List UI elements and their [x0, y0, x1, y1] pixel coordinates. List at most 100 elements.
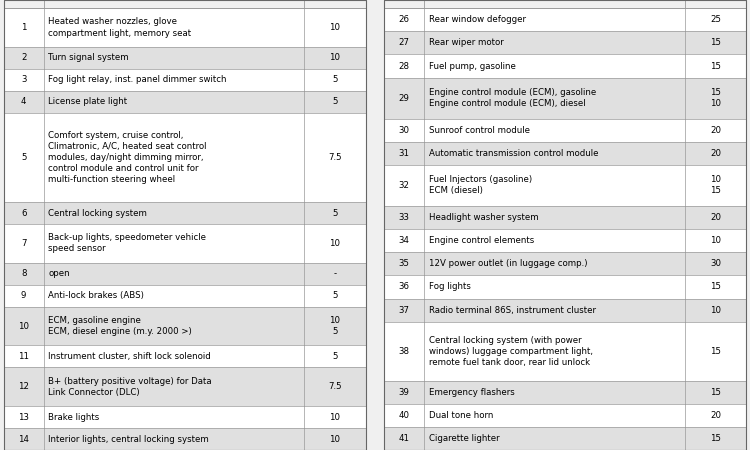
Text: -: -: [333, 269, 337, 278]
Bar: [4, 69, 366, 91]
Bar: [4, 263, 366, 285]
Text: 3: 3: [21, 75, 26, 84]
Bar: [384, 54, 746, 77]
Text: Fog light relay, inst. panel dimmer switch: Fog light relay, inst. panel dimmer swit…: [48, 75, 226, 84]
Text: 5: 5: [332, 97, 338, 106]
Bar: [4, 306, 366, 346]
Text: 37: 37: [399, 306, 410, 315]
Text: 20: 20: [710, 149, 721, 158]
Text: 29: 29: [399, 94, 410, 103]
Text: 31: 31: [399, 149, 410, 158]
Text: Radio terminal 86S, instrument cluster: Radio terminal 86S, instrument cluster: [429, 306, 596, 315]
Bar: [4, 367, 366, 406]
Bar: [384, 404, 746, 427]
Bar: [4, 8, 366, 47]
Text: Dual tone horn: Dual tone horn: [429, 411, 493, 420]
Text: Heated washer nozzles, glove
compartment light, memory seat: Heated washer nozzles, glove compartment…: [48, 18, 191, 37]
Bar: [4, 91, 366, 112]
Text: open: open: [48, 269, 70, 278]
Text: 5: 5: [332, 208, 338, 217]
Text: 15: 15: [710, 346, 721, 356]
Bar: [384, 0, 746, 450]
Text: 10: 10: [329, 54, 340, 63]
Text: 5: 5: [332, 291, 338, 300]
Text: 7.5: 7.5: [328, 382, 342, 391]
Bar: [4, 406, 366, 428]
Text: Fog lights: Fog lights: [429, 283, 470, 292]
Bar: [384, 381, 746, 404]
Text: Comfort system, cruise control,
Climatronic, A/C, heated seat control
modules, d: Comfort system, cruise control, Climatro…: [48, 130, 206, 184]
Bar: [384, 298, 746, 322]
Text: Central locking system: Central locking system: [48, 208, 147, 217]
Text: 7.5: 7.5: [328, 153, 342, 162]
Text: 10: 10: [329, 413, 340, 422]
Text: 26: 26: [399, 15, 410, 24]
Text: Brake lights: Brake lights: [48, 413, 99, 422]
Text: 14: 14: [18, 435, 29, 444]
Text: 36: 36: [399, 283, 410, 292]
Bar: [384, 427, 746, 450]
Text: 39: 39: [399, 387, 410, 396]
Text: 15: 15: [710, 62, 721, 71]
Text: Instrument cluster, shift lock solenoid: Instrument cluster, shift lock solenoid: [48, 352, 211, 361]
Text: 10: 10: [710, 236, 721, 245]
Bar: [4, 47, 366, 69]
Text: 15: 15: [710, 38, 721, 47]
Bar: [384, 206, 746, 229]
Text: 28: 28: [399, 62, 410, 71]
Text: 15: 15: [710, 387, 721, 396]
Text: 10: 10: [710, 306, 721, 315]
Bar: [384, 8, 746, 31]
Bar: [4, 0, 366, 450]
Bar: [384, 77, 746, 118]
Bar: [384, 252, 746, 275]
Text: 12: 12: [18, 382, 29, 391]
Bar: [384, 118, 746, 142]
Text: 13: 13: [18, 413, 29, 422]
Text: License plate light: License plate light: [48, 97, 128, 106]
Text: Interior lights, central locking system: Interior lights, central locking system: [48, 435, 209, 444]
Text: 12V power outlet (in luggage comp.): 12V power outlet (in luggage comp.): [429, 259, 587, 268]
Text: 20: 20: [710, 126, 721, 135]
Text: 40: 40: [399, 411, 410, 420]
Bar: [384, 165, 746, 206]
Text: Back-up lights, speedometer vehicle
speed sensor: Back-up lights, speedometer vehicle spee…: [48, 234, 206, 253]
Text: 30: 30: [399, 126, 410, 135]
Bar: [384, 322, 746, 381]
Text: 2: 2: [21, 54, 26, 63]
Bar: [4, 285, 366, 306]
Bar: [384, 275, 746, 298]
Text: 5: 5: [21, 153, 26, 162]
Text: 1: 1: [21, 23, 26, 32]
Bar: [384, 31, 746, 54]
Text: Engine control elements: Engine control elements: [429, 236, 534, 245]
Text: Engine control module (ECM), gasoline
Engine control module (ECM), diesel: Engine control module (ECM), gasoline En…: [429, 88, 596, 108]
Text: 10: 10: [18, 322, 29, 331]
Text: 10
5: 10 5: [329, 316, 340, 336]
Text: Turn signal system: Turn signal system: [48, 54, 129, 63]
Text: 15: 15: [710, 283, 721, 292]
Text: Automatic transmission control module: Automatic transmission control module: [429, 149, 598, 158]
Text: 35: 35: [399, 259, 410, 268]
Text: Fuel Injectors (gasoline)
ECM (diesel): Fuel Injectors (gasoline) ECM (diesel): [429, 176, 532, 195]
Text: Rear wiper motor: Rear wiper motor: [429, 38, 503, 47]
Text: 10: 10: [329, 239, 340, 248]
Text: ECM, gasoline engine
ECM, diesel engine (m.y. 2000 >): ECM, gasoline engine ECM, diesel engine …: [48, 316, 192, 336]
Text: Cigarette lighter: Cigarette lighter: [429, 434, 500, 443]
Text: Emergency flashers: Emergency flashers: [429, 387, 514, 396]
Text: B+ (battery positive voltage) for Data
Link Connector (DLC): B+ (battery positive voltage) for Data L…: [48, 377, 211, 397]
Bar: [4, 202, 366, 224]
Bar: [384, 142, 746, 165]
Text: 32: 32: [399, 181, 410, 190]
Bar: [4, 112, 366, 202]
Text: 15
10: 15 10: [710, 88, 721, 108]
Text: 33: 33: [399, 213, 410, 222]
Text: 11: 11: [18, 352, 29, 361]
Text: 38: 38: [399, 346, 410, 356]
Text: Anti-lock brakes (ABS): Anti-lock brakes (ABS): [48, 291, 144, 300]
Text: 9: 9: [21, 291, 26, 300]
Text: 10: 10: [329, 435, 340, 444]
Text: 25: 25: [710, 15, 721, 24]
Text: 30: 30: [710, 259, 721, 268]
Text: 20: 20: [710, 213, 721, 222]
